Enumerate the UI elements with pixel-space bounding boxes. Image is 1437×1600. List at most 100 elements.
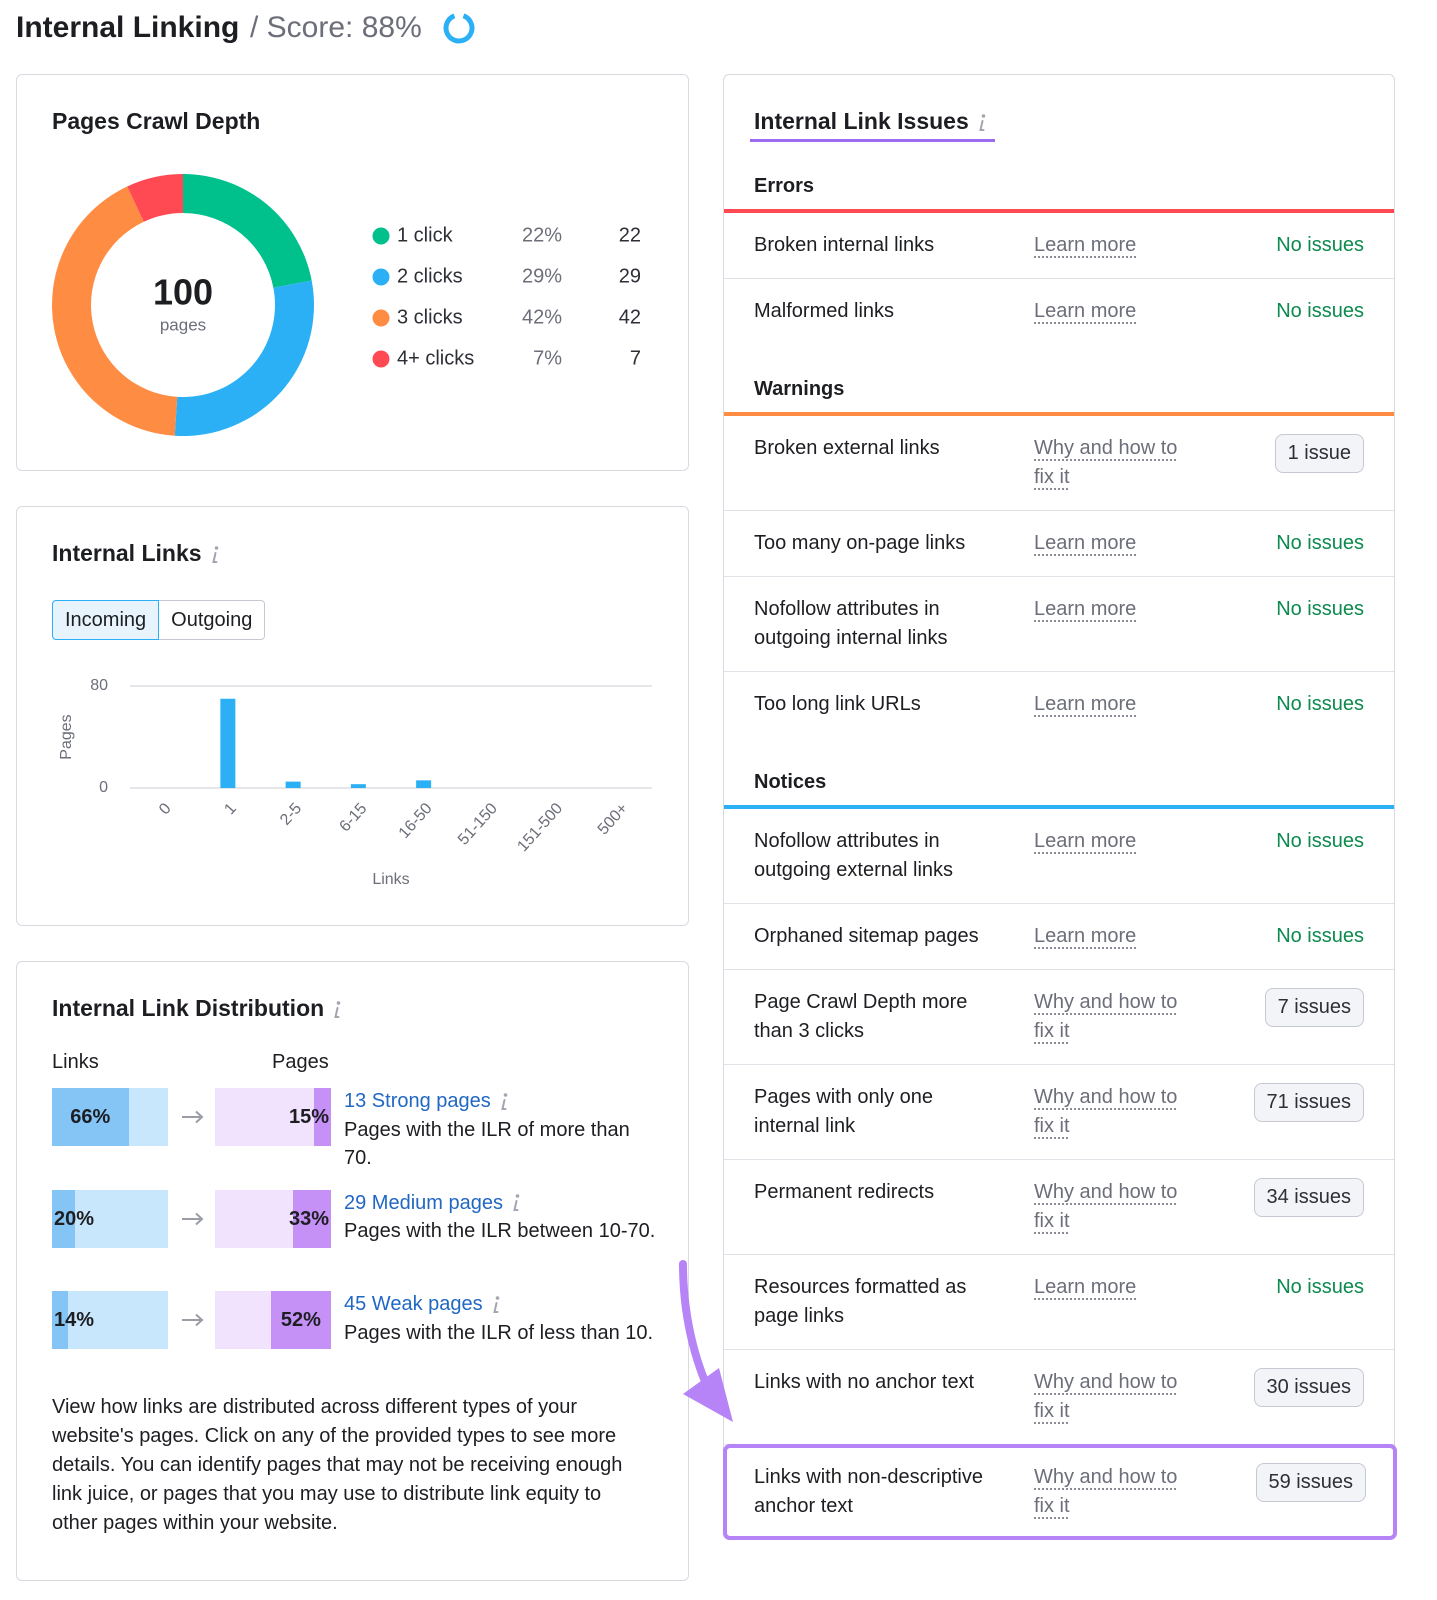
issue-status-cell: 59 issues [1210, 1463, 1366, 1521]
issue-link[interactable]: Learn more [1034, 1276, 1137, 1298]
issue-link[interactable]: Learn more [1034, 598, 1137, 620]
issue-link-cell: Learn more [1034, 529, 1199, 558]
issue-status-cell: No issues [1210, 1273, 1364, 1331]
links-label: 66% [70, 1106, 111, 1128]
issues-title-row: Internal Link Issues [750, 107, 995, 142]
score-ring [443, 12, 475, 44]
issue-label: Pages with only one internal link [754, 1086, 934, 1137]
issue-link[interactable]: Learn more [1034, 234, 1137, 256]
issue-link[interactable]: Learn more [1034, 300, 1137, 322]
issue-count-badge[interactable]: 71 issues [1253, 1083, 1364, 1122]
info-icon [513, 1194, 520, 1212]
info-stem [979, 119, 985, 131]
distribution-text: 45 Weak pages Pages with the ILR of less … [344, 1290, 656, 1347]
links-bar [52, 1189, 76, 1248]
info-icon [492, 1295, 499, 1313]
issue-link[interactable]: Why and how to fix it [1034, 1371, 1178, 1422]
issue-link[interactable]: Why and how to fix it [1034, 437, 1178, 488]
card-title: Pages Crawl Depth [52, 108, 261, 134]
issue-status: No issues [1276, 300, 1364, 322]
issue-count-badge[interactable]: 7 issues [1264, 988, 1364, 1027]
issue-link-cell: Learn more [1034, 827, 1199, 885]
card-title: Internal Links [52, 540, 202, 566]
issue-link-cell: Why and how to fix it [1034, 1178, 1199, 1236]
arrow [182, 1110, 204, 1124]
issue-link-cell: Learn more [1034, 297, 1199, 326]
issue-status: No issues [1276, 830, 1364, 852]
issue-row: Orphaned sitemap pages Learn more No issue… [724, 904, 1394, 970]
distribution-row: 66% 15% 13 Strong pages Pages with the ILR … [52, 1088, 662, 1188]
issue-label: Nofollow attributes in outgoing external… [754, 830, 954, 881]
issue-row: Links with non-descriptive anchor text Wh… [723, 1444, 1397, 1540]
links-box: 14% [52, 1291, 168, 1349]
pages-bar [292, 1189, 331, 1248]
issue-status-cell: 34 issues [1210, 1178, 1364, 1236]
issue-link-cell: Learn more [1034, 922, 1199, 951]
distribution-name[interactable]: 29 Medium pages [344, 1191, 503, 1214]
distribution-description: Pages with the ILR of more than 70. [344, 1118, 630, 1170]
issue-label: Too long link URLs [754, 693, 921, 715]
issue-link[interactable]: Why and how to fix it [1034, 1086, 1178, 1137]
distribution-name[interactable]: 45 Weak pages [344, 1293, 483, 1315]
issue-link[interactable]: Why and how to fix it [1034, 1466, 1178, 1517]
distribution-name[interactable]: 13 Strong pages [344, 1090, 491, 1112]
arrow [182, 1212, 204, 1225]
info-dot [515, 1194, 520, 1199]
distribution-text: 13 Strong pages Pages with the ILR of mor… [344, 1087, 656, 1173]
info-stem [492, 1301, 499, 1313]
issue-status: No issues [1276, 598, 1364, 620]
links-box: 20% [52, 1189, 168, 1248]
section-header: Notices [724, 737, 1394, 809]
issue-row: Broken internal links Learn more No issues [724, 213, 1394, 279]
issue-link[interactable]: Why and how to fix it [1034, 991, 1178, 1042]
issue-row: Pages with only one internal link Why and… [724, 1065, 1394, 1160]
page-title: Internal Linking [16, 11, 240, 44]
issue-count-badge[interactable]: 34 issues [1253, 1178, 1364, 1217]
info-dot [214, 546, 218, 550]
info-icon [334, 1001, 341, 1018]
issue-label: Broken external links [754, 437, 940, 459]
issue-status: No issues [1276, 532, 1364, 554]
info-icon [211, 546, 218, 563]
issue-status-cell: No issues [1210, 297, 1364, 326]
issue-count-badge[interactable]: 59 issues [1255, 1463, 1366, 1502]
info-dot [503, 1092, 508, 1097]
issue-status: No issues [1276, 1276, 1364, 1298]
section-header: Warnings [724, 344, 1394, 416]
tab[interactable]: Incoming [52, 600, 160, 640]
distribution-text: 29 Medium pages Pages with the ILR betwee… [344, 1189, 656, 1246]
issue-status-cell: 1 issue [1210, 434, 1364, 492]
arrow [182, 1313, 204, 1327]
issue-link[interactable]: Learn more [1034, 693, 1137, 715]
info-dot [336, 1001, 341, 1005]
issue-label: Page Crawl Depth more than 3 clicks [754, 991, 968, 1042]
pages-bar [270, 1291, 331, 1349]
issue-label: Malformed links [754, 300, 895, 322]
tab[interactable]: Outgoing [159, 600, 266, 640]
issue-row: Links with no anchor text Why and how to … [724, 1350, 1394, 1445]
distribution-note: View how links are distributed across di… [52, 1396, 623, 1534]
issue-link-cell: Learn more [1034, 231, 1199, 260]
issue-count-badge[interactable]: 1 issue [1274, 434, 1364, 473]
issues-title-block: Internal Link Issues [724, 75, 1394, 142]
links-label: 20% [53, 1207, 95, 1230]
links-box: 66% [52, 1088, 168, 1146]
issue-link[interactable]: Learn more [1034, 830, 1137, 852]
arrow-shape [182, 1110, 204, 1124]
distribution-row: 20% 33% 29 Medium pages Pages with the ILR … [52, 1189, 662, 1290]
arrow-shape [182, 1313, 204, 1327]
issue-row: Too many on-page links Learn more No issue… [724, 511, 1394, 577]
issue-link[interactable]: Why and how to fix it [1034, 1181, 1178, 1232]
issue-link-cell: Why and how to fix it [1034, 988, 1199, 1046]
issues-card: Internal Link Issues Errors Broken intern… [723, 74, 1397, 1540]
column-header: Pages [272, 1051, 329, 1073]
issue-status-cell: No issues [1210, 595, 1364, 653]
distribution-row: 14% 52% 45 Weak pages Pages with the ILR of… [52, 1291, 662, 1391]
issue-status: No issues [1276, 693, 1364, 715]
issue-count-badge[interactable]: 30 issues [1253, 1368, 1364, 1407]
issue-link[interactable]: Learn more [1034, 925, 1137, 947]
issue-status-cell: No issues [1210, 529, 1364, 558]
issue-link-cell: Learn more [1034, 595, 1199, 653]
issue-row: Nofollow attributes in outgoing internal… [724, 577, 1394, 672]
issue-link[interactable]: Learn more [1034, 532, 1137, 554]
